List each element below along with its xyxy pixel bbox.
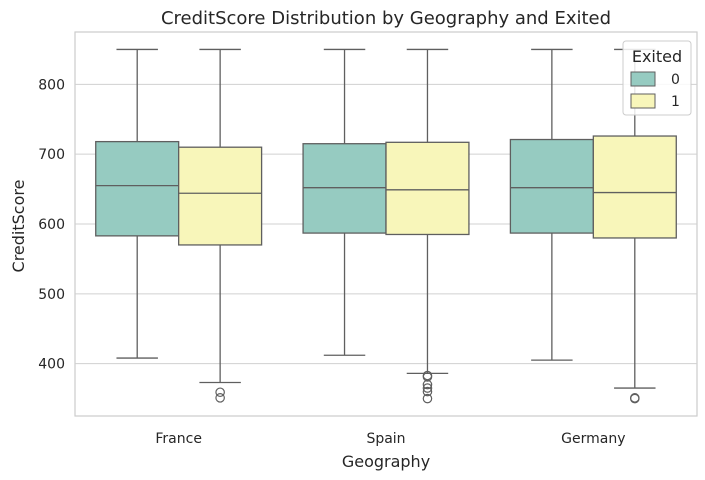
y-tick-label: 400 <box>38 357 65 373</box>
y-tick-label: 500 <box>38 287 65 303</box>
y-tick-label: 700 <box>38 147 65 163</box>
legend-label-1: 1 <box>671 94 680 110</box>
plot-area <box>74 31 698 417</box>
legend: Exited 0 1 <box>622 40 692 116</box>
box-spain-exited-0 <box>302 48 387 356</box>
y-tick-label: 800 <box>38 77 65 93</box>
outlier-point <box>422 386 433 397</box>
box-spain-exited-1 <box>385 48 470 404</box>
box-france-exited-1 <box>178 48 263 403</box>
iqr-box <box>509 138 594 234</box>
boxes <box>95 48 677 404</box>
iqr-box <box>592 135 677 239</box>
box-germany-exited-1 <box>592 48 677 404</box>
outlier-point <box>422 372 433 382</box>
box-france-exited-0 <box>95 48 180 359</box>
box-germany-exited-0 <box>509 48 594 361</box>
outlier-point <box>422 383 433 393</box>
iqr-box <box>178 146 263 246</box>
iqr-box <box>302 143 387 234</box>
x-tick-labels: France Spain Germany <box>155 431 625 447</box>
legend-label-0: 0 <box>671 72 680 88</box>
outlier-point <box>422 379 433 390</box>
x-tick-label: Germany <box>561 431 625 447</box>
legend-swatch-1 <box>630 93 656 109</box>
y-tick-label: 600 <box>38 217 65 233</box>
outlier-point <box>629 393 640 404</box>
iqr-box <box>95 140 180 237</box>
chart-title: CreditScore Distribution by Geography an… <box>161 8 611 29</box>
legend-title: Exited <box>632 47 682 66</box>
y-axis-title: CreditScore <box>9 180 28 273</box>
x-axis-title: Geography <box>342 452 430 471</box>
y-tick-labels: 400 500 600 700 800 <box>38 77 65 372</box>
iqr-box <box>385 141 470 236</box>
outlier-point <box>215 393 225 403</box>
legend-swatch-0 <box>630 71 656 87</box>
outlier-point <box>215 387 225 398</box>
outlier-point <box>422 393 433 404</box>
x-tick-label: Spain <box>366 431 405 447</box>
x-tick-label: France <box>155 431 202 447</box>
